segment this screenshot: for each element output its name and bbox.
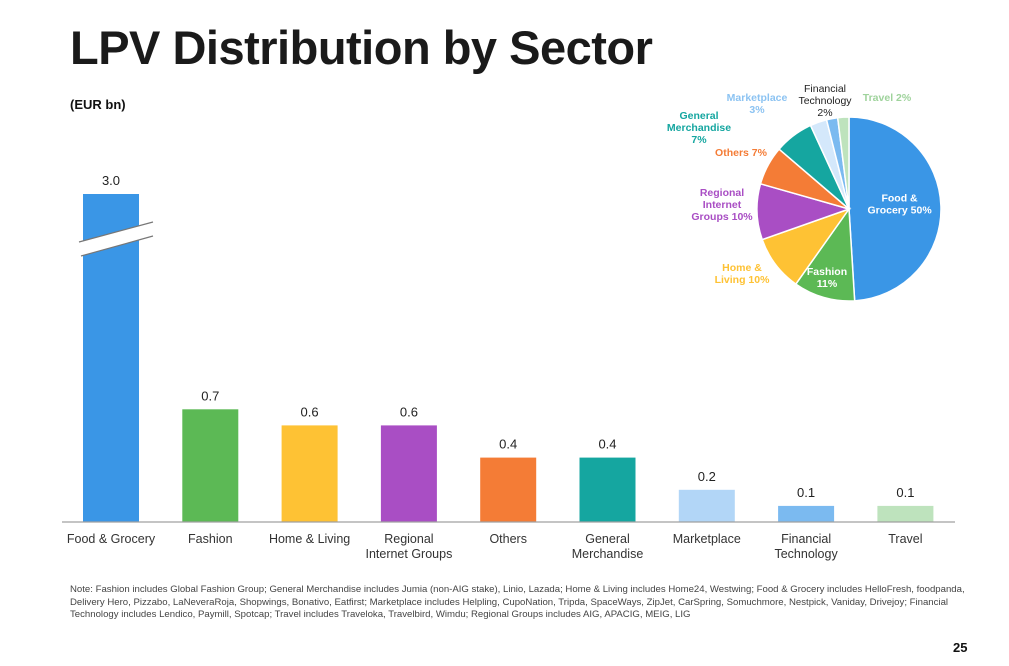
pie-label-regional-internet-groups: Regional Internet Groups 10% [691,187,753,223]
pie-label-travel: Travel 2% [863,92,912,104]
pie-label-fashion: Fashion 11% [807,266,847,290]
data-label-food-and-grocery: 3.0 [102,173,120,188]
page-number: 25 [953,640,968,655]
axis-break-line [80,235,154,257]
data-label-others: 0.4 [499,437,517,452]
unit-label: (EUR bn) [70,97,126,112]
pie-slice-food-and-grocery [848,116,942,302]
data-label-financial-technology: 0.1 [797,485,815,500]
pie-chart: Food & Grocery 50% Fashion 11% Home & Living … [667,83,942,302]
axis-break-marker [78,221,154,257]
pie-label-marketplace: Marketplace 3% [727,92,788,116]
bar-chart: 3.0 Food & Grocery 0.7 Fashion 0.6 Home & Liv… [62,173,955,561]
axis-break-line [78,221,154,243]
pie-slice-travel [836,116,850,210]
bar-general-merchandise [579,457,636,522]
bar-home-and-living [281,425,338,522]
x-tick-label-regional-internet-groups: Regional Internet Groups [365,532,452,561]
bar-travel [877,505,934,522]
pie-label-home-and-living: Home & Living 10% [715,262,771,286]
x-tick-label-marketplace: Marketplace [673,532,741,546]
pie-label-food-and-grocery: Food & Grocery 50% [867,192,932,216]
x-tick-label-food-and-grocery: Food & Grocery [67,532,156,546]
footnote: Note: Fashion includes Global Fashion Gr… [70,584,965,620]
data-label-regional-internet-groups: 0.6 [400,404,418,419]
axis-break-gap [79,222,153,256]
bar-marketplace [678,489,735,522]
pie-label-general-merchandise: General Merchandise 7% [667,110,731,146]
x-tick-label-financial-technology: Financial Technology [774,532,838,561]
x-tick-label-travel: Travel [888,532,922,546]
data-label-marketplace: 0.2 [698,469,716,484]
x-tick-label-home-and-living: Home & Living [269,532,350,546]
data-label-travel: 0.1 [896,485,914,500]
pie-label-others: Others 7% [715,147,768,159]
x-tick-label-fashion: Fashion [188,532,233,546]
bar-regional-internet-groups [380,425,437,522]
x-tick-label-others: Others [489,532,527,546]
data-label-home-and-living: 0.6 [301,404,319,419]
bar-others [480,457,537,522]
x-tick-label-general-merchandise: General Merchandise [572,532,644,561]
bar-fashion [182,409,239,522]
bar-financial-technology [778,505,835,522]
pie-label-financial-technology: Financial Technology 2% [798,83,852,119]
page-title: LPV Distribution by Sector [70,21,653,74]
data-label-general-merchandise: 0.4 [598,437,616,452]
data-label-fashion: 0.7 [201,388,219,403]
